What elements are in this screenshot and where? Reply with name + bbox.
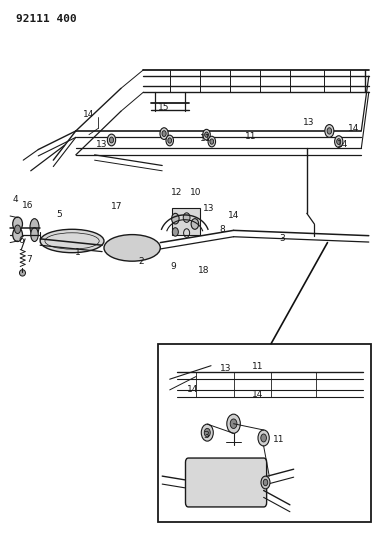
Text: 18: 18 bbox=[198, 266, 209, 275]
Circle shape bbox=[162, 131, 166, 136]
Bar bbox=[172, 208, 200, 235]
Circle shape bbox=[160, 128, 168, 140]
Circle shape bbox=[168, 138, 172, 143]
Circle shape bbox=[201, 424, 213, 441]
Ellipse shape bbox=[30, 219, 39, 236]
Circle shape bbox=[325, 125, 334, 138]
Text: 14: 14 bbox=[83, 110, 95, 119]
Circle shape bbox=[109, 137, 113, 143]
Text: 2: 2 bbox=[139, 257, 144, 265]
Bar bbox=[158, 344, 371, 522]
Circle shape bbox=[13, 228, 23, 241]
Text: 14: 14 bbox=[337, 140, 348, 149]
Circle shape bbox=[13, 217, 23, 231]
Circle shape bbox=[263, 479, 268, 486]
Text: 10: 10 bbox=[190, 188, 202, 197]
Text: 13: 13 bbox=[220, 364, 232, 373]
Text: 15: 15 bbox=[158, 102, 170, 111]
Ellipse shape bbox=[20, 270, 26, 276]
FancyBboxPatch shape bbox=[185, 458, 267, 507]
Circle shape bbox=[172, 228, 178, 236]
Text: 8: 8 bbox=[219, 225, 225, 234]
Text: 3: 3 bbox=[204, 431, 209, 440]
Text: 13: 13 bbox=[303, 118, 314, 127]
Circle shape bbox=[327, 128, 332, 134]
Circle shape bbox=[261, 476, 270, 489]
Text: 16: 16 bbox=[22, 201, 34, 210]
Circle shape bbox=[261, 434, 267, 442]
Text: 7: 7 bbox=[26, 255, 32, 263]
Circle shape bbox=[335, 136, 343, 148]
Text: 1: 1 bbox=[75, 248, 81, 257]
Circle shape bbox=[166, 135, 173, 146]
Text: 11: 11 bbox=[245, 132, 256, 141]
Text: 11: 11 bbox=[252, 362, 264, 371]
Text: 11: 11 bbox=[200, 134, 211, 143]
Circle shape bbox=[337, 139, 341, 144]
Circle shape bbox=[205, 132, 208, 138]
Text: 6: 6 bbox=[18, 237, 24, 246]
Text: 3: 3 bbox=[279, 235, 285, 244]
Circle shape bbox=[172, 213, 179, 224]
Ellipse shape bbox=[31, 228, 38, 241]
Text: 9: 9 bbox=[171, 262, 176, 271]
Circle shape bbox=[15, 225, 21, 233]
Circle shape bbox=[183, 213, 190, 222]
Circle shape bbox=[208, 136, 216, 147]
Ellipse shape bbox=[40, 229, 104, 253]
Circle shape bbox=[203, 130, 210, 140]
Text: 4: 4 bbox=[12, 195, 18, 204]
Text: 11: 11 bbox=[273, 435, 284, 444]
Text: 17: 17 bbox=[111, 203, 123, 212]
Circle shape bbox=[210, 139, 214, 144]
Text: 12: 12 bbox=[171, 188, 182, 197]
Circle shape bbox=[107, 134, 116, 146]
Text: 5: 5 bbox=[56, 210, 62, 219]
Text: 14: 14 bbox=[187, 385, 198, 394]
Text: 14: 14 bbox=[348, 124, 359, 133]
Text: 13: 13 bbox=[203, 204, 214, 213]
Circle shape bbox=[191, 219, 199, 229]
Text: 14: 14 bbox=[252, 390, 264, 399]
Text: 14: 14 bbox=[228, 212, 239, 221]
Circle shape bbox=[230, 419, 237, 429]
Text: 92111 400: 92111 400 bbox=[16, 14, 77, 24]
Circle shape bbox=[227, 414, 240, 433]
Circle shape bbox=[204, 429, 210, 437]
Circle shape bbox=[258, 430, 269, 446]
Ellipse shape bbox=[104, 235, 160, 261]
Text: 13: 13 bbox=[97, 140, 108, 149]
